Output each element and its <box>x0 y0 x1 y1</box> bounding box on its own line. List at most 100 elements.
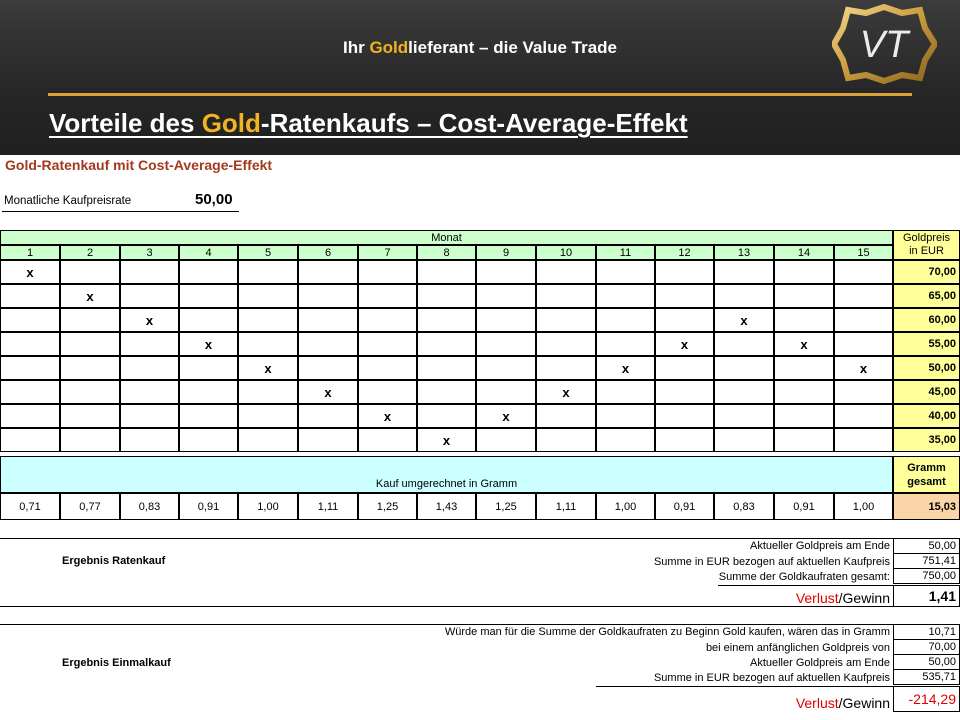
result-value: 50,00 <box>893 654 960 670</box>
result-label: Aktueller Goldpreis am Ende <box>749 657 890 669</box>
grid-cell <box>0 380 60 404</box>
grid-cell <box>774 284 834 308</box>
gram-value: 1,00 <box>834 493 893 520</box>
rate-value: 50,00 <box>195 191 233 208</box>
grid-cell <box>0 404 60 428</box>
title-gold-word: Gold <box>201 108 261 138</box>
result-value: 10,71 <box>893 624 960 640</box>
profit-loss-label: Verlust/Gewinn <box>796 590 890 606</box>
divider <box>596 686 893 687</box>
purchase-mark: x <box>476 404 536 428</box>
grid-cell <box>536 428 596 452</box>
purchase-mark: x <box>774 332 834 356</box>
gram-value: 1,25 <box>358 493 417 520</box>
month-number: 10 <box>536 245 596 260</box>
gram-value: 1,11 <box>298 493 358 520</box>
grid-cell <box>655 380 714 404</box>
grid-cell <box>0 308 60 332</box>
gram-value: 1,25 <box>476 493 536 520</box>
result-value: 751,41 <box>893 553 960 569</box>
grid-cell <box>417 260 476 284</box>
grid-cell <box>714 332 774 356</box>
grid-cell <box>417 380 476 404</box>
result-value: 750,00 <box>893 568 960 584</box>
grid-cell <box>179 308 238 332</box>
month-number: 13 <box>714 245 774 260</box>
spreadsheet: Gold-Ratenkauf mit Cost-Average-Effekt M… <box>0 155 960 720</box>
gram-value: 1,11 <box>536 493 596 520</box>
loss-word: Verlust <box>795 590 839 606</box>
result-label: Würde man für die Summe der Goldkaufrate… <box>444 626 890 638</box>
grid-cell <box>238 284 298 308</box>
grid-cell <box>774 356 834 380</box>
grid-cell <box>298 284 358 308</box>
month-number: 5 <box>238 245 298 260</box>
gold-price: 60,00 <box>893 308 960 332</box>
grid-cell <box>179 404 238 428</box>
month-number: 9 <box>476 245 536 260</box>
result-einmalkauf-title: Ergebnis Einmalkauf <box>62 657 171 669</box>
gold-price: 70,00 <box>893 260 960 284</box>
grid-cell <box>774 380 834 404</box>
grid-cell <box>417 404 476 428</box>
month-number: 4 <box>179 245 238 260</box>
purchase-mark: x <box>0 260 60 284</box>
grid-cell <box>358 356 417 380</box>
grid-cell <box>476 308 536 332</box>
grid-cell <box>655 260 714 284</box>
divider <box>0 538 960 539</box>
grid-cell <box>60 404 120 428</box>
gram-value: 1,00 <box>238 493 298 520</box>
grid-cell <box>834 260 893 284</box>
grid-cell <box>298 428 358 452</box>
grid-cell <box>714 356 774 380</box>
grid-cell <box>358 260 417 284</box>
grid-cell <box>238 404 298 428</box>
purchase-mark: x <box>298 380 358 404</box>
result-value: 50,00 <box>893 538 960 554</box>
tagline-suffix: lieferant – die Value Trade <box>408 38 617 57</box>
grid-cell <box>834 284 893 308</box>
month-number: 12 <box>655 245 714 260</box>
purchase-mark: x <box>417 428 476 452</box>
grid-cell <box>120 284 179 308</box>
gram-value: 0,71 <box>0 493 60 520</box>
grid-cell <box>238 380 298 404</box>
grid-cell <box>655 308 714 332</box>
price-header-line-1: Goldpreis <box>902 232 951 244</box>
grid-cell <box>655 284 714 308</box>
grid-cell <box>298 332 358 356</box>
profit-loss-value: -214,29 <box>893 686 960 712</box>
gold-price: 35,00 <box>893 428 960 452</box>
value-trade-logo: VT <box>832 4 937 84</box>
grid-cell <box>298 308 358 332</box>
grid-cell <box>60 428 120 452</box>
month-number: 15 <box>834 245 893 260</box>
grid-cell <box>358 428 417 452</box>
tagline-prefix: Ihr <box>343 38 370 57</box>
gold-price: 45,00 <box>893 380 960 404</box>
grid-cell <box>536 260 596 284</box>
result-label: Summe in EUR bezogen auf aktuellen Kaufp… <box>653 556 890 568</box>
grid-cell <box>358 332 417 356</box>
grid-cell <box>238 428 298 452</box>
grid-cell <box>238 332 298 356</box>
total-header: Gramm gesamt <box>893 456 960 493</box>
gain-word: /Gewinn <box>838 695 890 711</box>
grid-cell <box>714 380 774 404</box>
purchase-mark: x <box>536 380 596 404</box>
grid-cell <box>714 284 774 308</box>
grid-cell <box>655 428 714 452</box>
grid-cell <box>120 356 179 380</box>
purchase-mark: x <box>596 356 655 380</box>
grid-cell <box>596 380 655 404</box>
month-number: 8 <box>417 245 476 260</box>
grid-cell <box>120 404 179 428</box>
gram-total: 15,03 <box>893 493 960 520</box>
grid-cell <box>596 428 655 452</box>
month-number: 1 <box>0 245 60 260</box>
result-value: 70,00 <box>893 639 960 655</box>
grid-cell <box>417 284 476 308</box>
grid-cell <box>596 284 655 308</box>
grid-cell <box>476 380 536 404</box>
